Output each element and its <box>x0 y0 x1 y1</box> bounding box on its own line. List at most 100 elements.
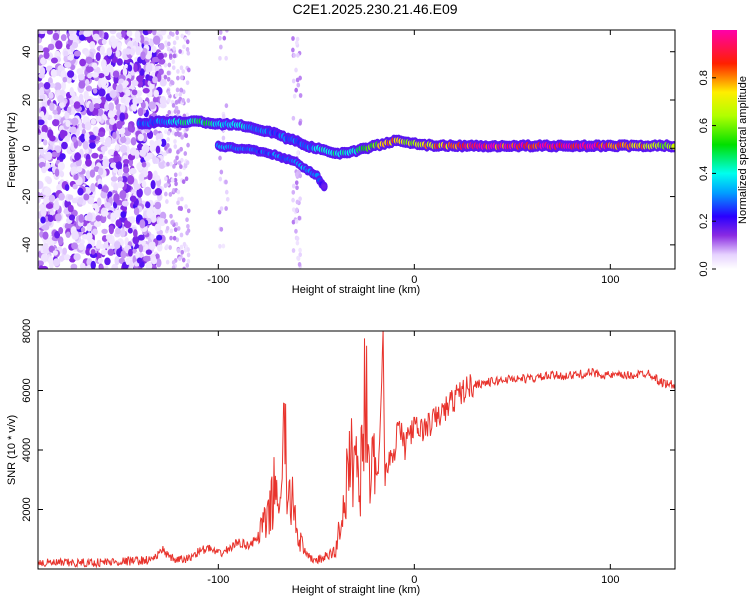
noise-cell <box>92 107 99 116</box>
noise-cell <box>61 141 68 150</box>
noise-cell <box>91 62 98 70</box>
noise-cell <box>119 144 128 154</box>
noise-cell <box>78 213 85 223</box>
noise-cell <box>176 200 180 206</box>
noise-cell <box>168 53 173 59</box>
noise-cell <box>163 62 168 68</box>
noise-cell <box>167 109 172 115</box>
noise-cell <box>59 129 66 140</box>
noise-cell <box>154 223 162 232</box>
noise-cell <box>179 87 183 93</box>
noise-cell <box>172 46 176 51</box>
noise-cell <box>76 166 83 173</box>
noise-cell <box>120 30 126 38</box>
noise-cell <box>165 199 169 204</box>
noise-cell <box>295 199 300 205</box>
noise-cell <box>41 124 48 134</box>
noise-cell <box>99 45 105 56</box>
noise-cell <box>95 52 101 62</box>
noise-cell <box>113 209 120 219</box>
noise-cell <box>73 174 79 181</box>
noise-cell <box>219 169 224 175</box>
snr-frame <box>37 330 676 570</box>
noise-cell <box>183 247 188 253</box>
noise-cell <box>155 258 162 268</box>
noise-cell <box>59 170 65 178</box>
noise-cell <box>68 34 76 41</box>
noise-cell <box>159 95 167 106</box>
y-tick-label: 6000 <box>21 378 33 402</box>
spectrogram-chart: -100 0 100 -40 -20 0 20 40 Height of straight l… <box>6 29 749 296</box>
noise-cell <box>70 107 76 115</box>
noise-cell <box>73 101 81 109</box>
noise-cell <box>169 161 173 167</box>
noise-cell <box>168 245 172 250</box>
noise-cell <box>222 35 227 41</box>
noise-cell <box>116 32 122 39</box>
noise-cell <box>137 234 145 241</box>
noise-cell <box>84 121 92 131</box>
noise-cell <box>51 151 58 157</box>
noise-cell <box>184 30 189 34</box>
noise-cell <box>298 75 302 81</box>
noise-cell <box>83 193 90 201</box>
noise-cell <box>169 213 173 219</box>
noise-cell <box>68 30 74 35</box>
noise-cell <box>143 40 149 47</box>
noise-cell <box>118 127 126 135</box>
noise-cell <box>175 237 180 243</box>
noise-cell <box>77 197 84 205</box>
noise-cell <box>172 40 177 46</box>
snr-y-axis-title: SNR (10 * v/v) <box>6 415 18 485</box>
noise-cell <box>100 249 108 256</box>
noise-cell <box>156 243 163 252</box>
noise-cell <box>294 172 299 177</box>
noise-cell <box>89 41 96 49</box>
noise-cell <box>169 235 173 241</box>
noise-cell <box>133 183 141 190</box>
noise-cell <box>102 185 109 193</box>
noise-cell <box>179 206 183 212</box>
noise-cell <box>184 204 188 210</box>
noise-cell <box>145 261 153 269</box>
noise-cell <box>122 159 130 165</box>
noise-cell <box>121 200 129 207</box>
noise-cell <box>109 90 117 99</box>
noise-cell <box>224 55 228 61</box>
noise-cell <box>176 75 180 81</box>
noise-cell <box>131 103 138 112</box>
noise-cell <box>179 146 183 152</box>
noise-cell <box>102 158 109 168</box>
noise-cell <box>152 155 157 164</box>
noise-cell <box>170 177 175 183</box>
noise-cell <box>294 219 299 224</box>
noise-cell <box>107 248 115 256</box>
colorbar-tick-label: 0.2 <box>698 214 710 229</box>
noise-cell <box>117 163 122 171</box>
noise-cell <box>135 251 140 260</box>
noise-cell <box>58 192 65 201</box>
noise-cell <box>186 223 190 229</box>
noise-cell <box>182 241 187 247</box>
noise-cell <box>83 90 89 101</box>
noise-cell <box>139 34 145 44</box>
noise-cell <box>140 51 146 61</box>
noise-cell <box>187 67 191 73</box>
noise-cell <box>86 264 92 269</box>
noise-cell <box>89 169 96 178</box>
noise-cell <box>135 35 141 43</box>
noise-cell <box>46 30 53 35</box>
noise-cell <box>218 30 223 35</box>
noise-cell <box>98 88 106 97</box>
noise-cell <box>79 262 86 269</box>
noise-cell <box>298 120 302 126</box>
noise-cell <box>127 227 133 234</box>
noise-cell <box>59 255 65 262</box>
noise-cell <box>47 43 55 51</box>
noise-cell <box>168 192 173 197</box>
noise-cell <box>116 58 123 66</box>
noise-cell <box>175 30 179 36</box>
y-tick-label: -40 <box>21 237 33 253</box>
noise-cell <box>117 181 125 189</box>
noise-cell <box>140 101 146 109</box>
